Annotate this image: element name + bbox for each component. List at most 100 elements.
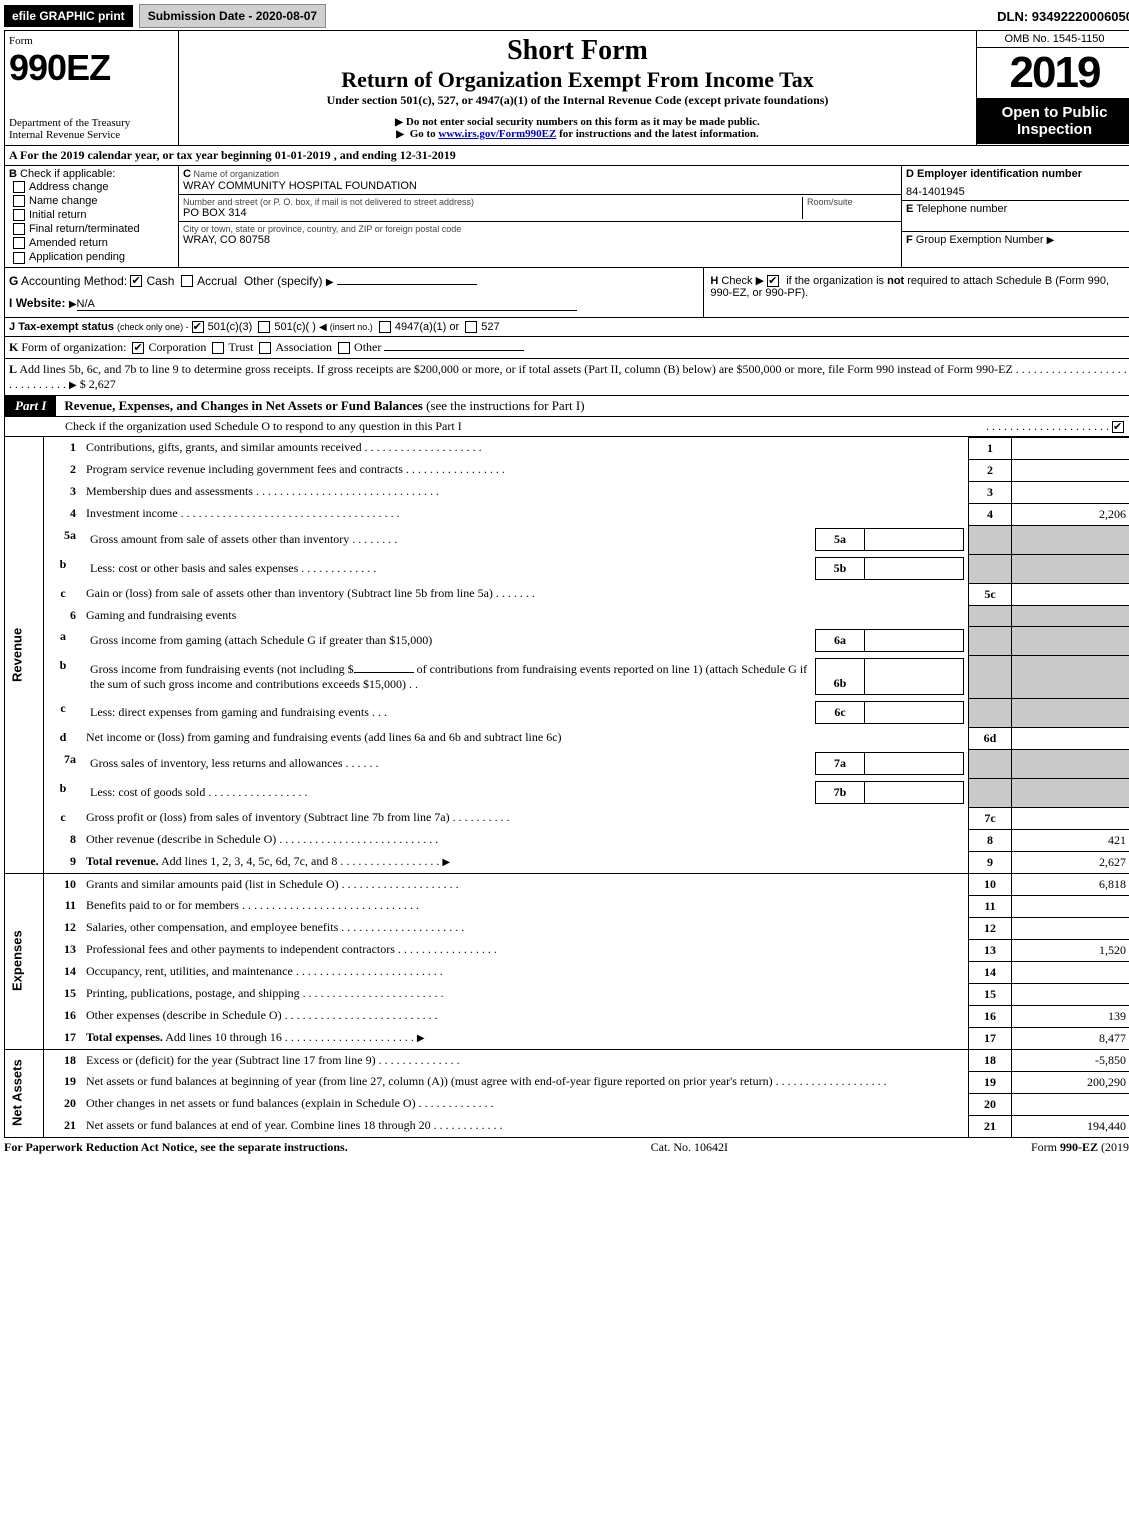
lnum: 21 xyxy=(44,1115,83,1137)
checkbox-schedule-o[interactable] xyxy=(1112,421,1124,433)
line-desc: Less: cost of goods sold xyxy=(90,785,205,799)
arrow-icon: ▶ xyxy=(69,299,77,310)
line-desc: Add lines 1, 2, 3, 4, 5c, 6d, 7c, and 8 xyxy=(161,854,337,868)
line-value: 421 xyxy=(1012,829,1129,851)
checkbox-4947[interactable] xyxy=(379,321,391,333)
line-value: 1,520 xyxy=(1012,939,1129,961)
subline-value xyxy=(865,782,964,804)
line-ref-shaded xyxy=(969,698,1012,727)
opt-other-org: Other xyxy=(354,340,381,354)
subline-value xyxy=(865,630,964,652)
line-l-text: Add lines 5b, 6c, and 7b to line 9 to de… xyxy=(19,362,1012,376)
line-ref: 2 xyxy=(969,459,1012,481)
lnum: 8 xyxy=(44,829,83,851)
subline-ref: 5b xyxy=(816,558,865,580)
opt-initial-return: Initial return xyxy=(29,209,86,221)
irs-link[interactable]: www.irs.gov/Form990EZ xyxy=(438,128,556,140)
letter-k: K xyxy=(9,340,18,354)
addr-value: PO BOX 314 xyxy=(183,207,802,219)
lnum: 18 xyxy=(44,1049,83,1071)
checkbox-accrual[interactable] xyxy=(181,275,193,287)
line-value xyxy=(1012,481,1129,503)
opt-501c3: 501(c)(3) xyxy=(208,321,253,333)
letter-i: I xyxy=(9,296,12,310)
lnum: b xyxy=(44,554,83,583)
other-org-input[interactable] xyxy=(384,350,524,351)
efile-print-button[interactable]: efile GRAPHIC print xyxy=(4,5,133,27)
line-value-shaded xyxy=(1012,749,1129,778)
line-ref: 12 xyxy=(969,917,1012,939)
line-ref: 21 xyxy=(969,1115,1012,1137)
letter-a: A xyxy=(9,148,17,162)
line-ref-shaded xyxy=(969,605,1012,626)
line-ref: 14 xyxy=(969,961,1012,983)
checkbox-trust[interactable] xyxy=(212,342,224,354)
lnum: 2 xyxy=(44,459,83,481)
line-desc: Investment income xyxy=(86,506,178,520)
checkbox-cash[interactable] xyxy=(130,275,142,287)
open-to-public: Open to Public Inspection xyxy=(977,98,1129,144)
checkbox-other-org[interactable] xyxy=(338,342,350,354)
lnum: 11 xyxy=(44,895,83,917)
other-specify-input[interactable] xyxy=(337,284,477,285)
side-label-expenses: Expenses xyxy=(5,873,44,1049)
opt-association: Association xyxy=(275,340,332,354)
line-desc: Gross profit or (loss) from sales of inv… xyxy=(86,810,450,824)
group-exemption-label: Group Exemption Number xyxy=(916,234,1044,246)
arrow-icon xyxy=(396,128,407,140)
checkbox-association[interactable] xyxy=(259,342,271,354)
line-value-shaded xyxy=(1012,655,1129,698)
line-desc: Grants and similar amounts paid (list in… xyxy=(86,877,339,891)
checkbox-501c3[interactable] xyxy=(192,321,204,333)
website-value: N/A xyxy=(77,298,577,311)
title-goto-suffix: for instructions and the latest informat… xyxy=(559,128,759,140)
line-desc: Benefits paid to or for members xyxy=(86,898,239,912)
subline-ref: 6c xyxy=(816,702,865,724)
part1-hint: (see the instructions for Part I) xyxy=(426,398,584,413)
opt-name-change: Name change xyxy=(29,195,98,207)
line-desc: Membership dues and assessments xyxy=(86,484,253,498)
checkbox-amended-return[interactable] xyxy=(13,237,25,249)
opt-other: Other (specify) xyxy=(244,274,323,288)
checkbox-address-change[interactable] xyxy=(13,181,25,193)
h-check-label: Check ▶ xyxy=(721,275,764,287)
subline-ref: 5a xyxy=(816,529,865,551)
line-6b-input[interactable] xyxy=(354,672,414,673)
line-ref: 16 xyxy=(969,1005,1012,1027)
arrow-icon: ▶ xyxy=(417,1033,425,1044)
title-under-section: Under section 501(c), 527, or 4947(a)(1)… xyxy=(187,93,968,108)
line-value: 2,206 xyxy=(1012,503,1129,525)
lnum: a xyxy=(44,626,83,655)
form-header-table: Form 990EZ Department of the Treasury In… xyxy=(4,30,1129,146)
checkbox-final-return[interactable] xyxy=(13,223,25,235)
checkbox-application-pending[interactable] xyxy=(13,252,25,264)
letter-c: C xyxy=(183,168,191,180)
checkbox-initial-return[interactable] xyxy=(13,209,25,221)
k-label: Form of organization: xyxy=(21,340,126,354)
line-ref: 19 xyxy=(969,1071,1012,1093)
section-a-prefix: For the 2019 calendar year, or tax year … xyxy=(20,148,275,162)
submission-date-button[interactable]: Submission Date - 2020-08-07 xyxy=(139,4,326,28)
line-value-shaded xyxy=(1012,605,1129,626)
lnum: 16 xyxy=(44,1005,83,1027)
checkbox-corporation[interactable] xyxy=(132,342,144,354)
checkbox-name-change[interactable] xyxy=(13,195,25,207)
checkbox-schedule-b[interactable] xyxy=(767,275,779,287)
part1-tag: Part I xyxy=(5,396,56,416)
lnum: 9 xyxy=(44,851,83,873)
line-value: 8,477 xyxy=(1012,1027,1129,1049)
subline-ref: 7a xyxy=(816,753,865,775)
website-label: Website: xyxy=(16,296,69,310)
line-value xyxy=(1012,961,1129,983)
line-desc: Net assets or fund balances at end of ye… xyxy=(86,1118,431,1132)
line-value-shaded xyxy=(1012,554,1129,583)
checkbox-527[interactable] xyxy=(465,321,477,333)
line-desc: Excess or (deficit) for the year (Subtra… xyxy=(86,1053,376,1067)
lnum: b xyxy=(44,778,83,807)
line-ref: 10 xyxy=(969,873,1012,895)
checkbox-501c[interactable] xyxy=(258,321,270,333)
lnum: 1 xyxy=(44,437,83,459)
line-desc: Printing, publications, postage, and shi… xyxy=(86,986,300,1000)
line-value xyxy=(1012,727,1129,749)
line-ref-shaded xyxy=(969,525,1012,554)
